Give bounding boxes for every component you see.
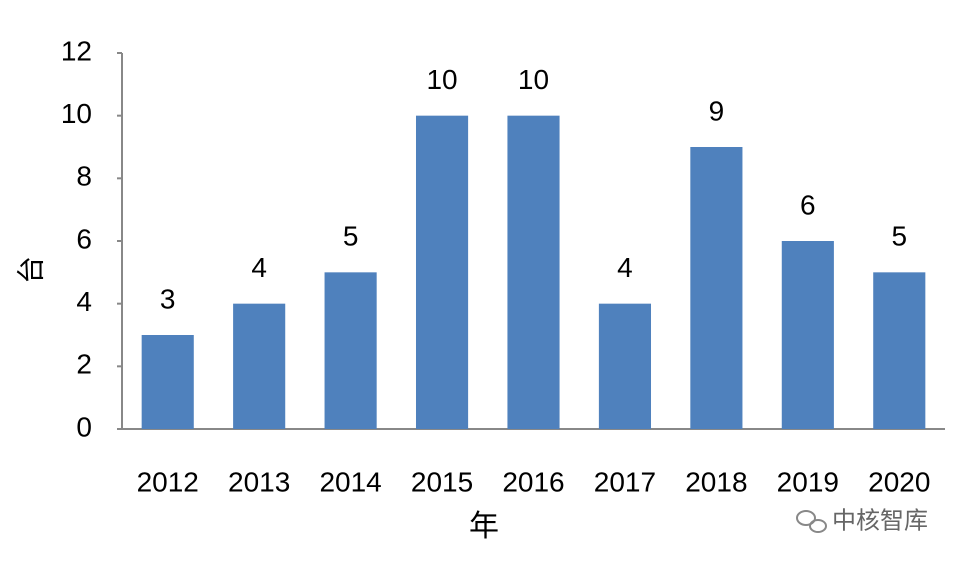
bar bbox=[507, 115, 560, 430]
x-tick-label: 2013 bbox=[228, 466, 290, 497]
data-label: 6 bbox=[800, 189, 816, 220]
y-tick-label: 2 bbox=[76, 349, 92, 380]
x-tick-label: 2015 bbox=[411, 466, 473, 497]
x-tick-label: 2018 bbox=[685, 466, 747, 497]
x-tick-label: 2019 bbox=[777, 466, 839, 497]
watermark-icon bbox=[796, 510, 827, 533]
bar bbox=[141, 335, 194, 429]
y-tick-label: 12 bbox=[61, 35, 92, 66]
x-tick-label: 2017 bbox=[594, 466, 656, 497]
data-label: 10 bbox=[518, 64, 549, 95]
y-axis-label: 台 bbox=[15, 256, 46, 284]
data-label: 4 bbox=[617, 252, 633, 283]
y-tick-label: 4 bbox=[76, 286, 92, 317]
bar bbox=[690, 147, 743, 429]
watermark: 中核智库 bbox=[832, 507, 928, 534]
data-label: 4 bbox=[251, 252, 267, 283]
y-tick-label: 0 bbox=[76, 411, 92, 442]
x-tick-label: 2014 bbox=[319, 466, 381, 497]
data-label: 5 bbox=[343, 221, 359, 252]
data-label: 5 bbox=[891, 221, 907, 252]
bar bbox=[233, 303, 286, 429]
bar bbox=[598, 303, 652, 429]
x-axis-label: 年 bbox=[469, 510, 499, 543]
x-tick-label: 2016 bbox=[502, 466, 564, 497]
x-tick-label: 2020 bbox=[868, 466, 930, 497]
bar bbox=[873, 272, 926, 429]
y-tick-label: 10 bbox=[61, 98, 92, 129]
data-label: 10 bbox=[426, 64, 457, 95]
bar bbox=[781, 241, 834, 429]
bar bbox=[415, 115, 469, 430]
bar bbox=[324, 272, 377, 429]
y-tick-label: 8 bbox=[76, 161, 92, 192]
x-tick-label: 2012 bbox=[137, 466, 199, 497]
y-tick-label: 6 bbox=[76, 223, 92, 254]
data-label: 9 bbox=[709, 95, 725, 126]
data-label: 3 bbox=[160, 283, 176, 314]
